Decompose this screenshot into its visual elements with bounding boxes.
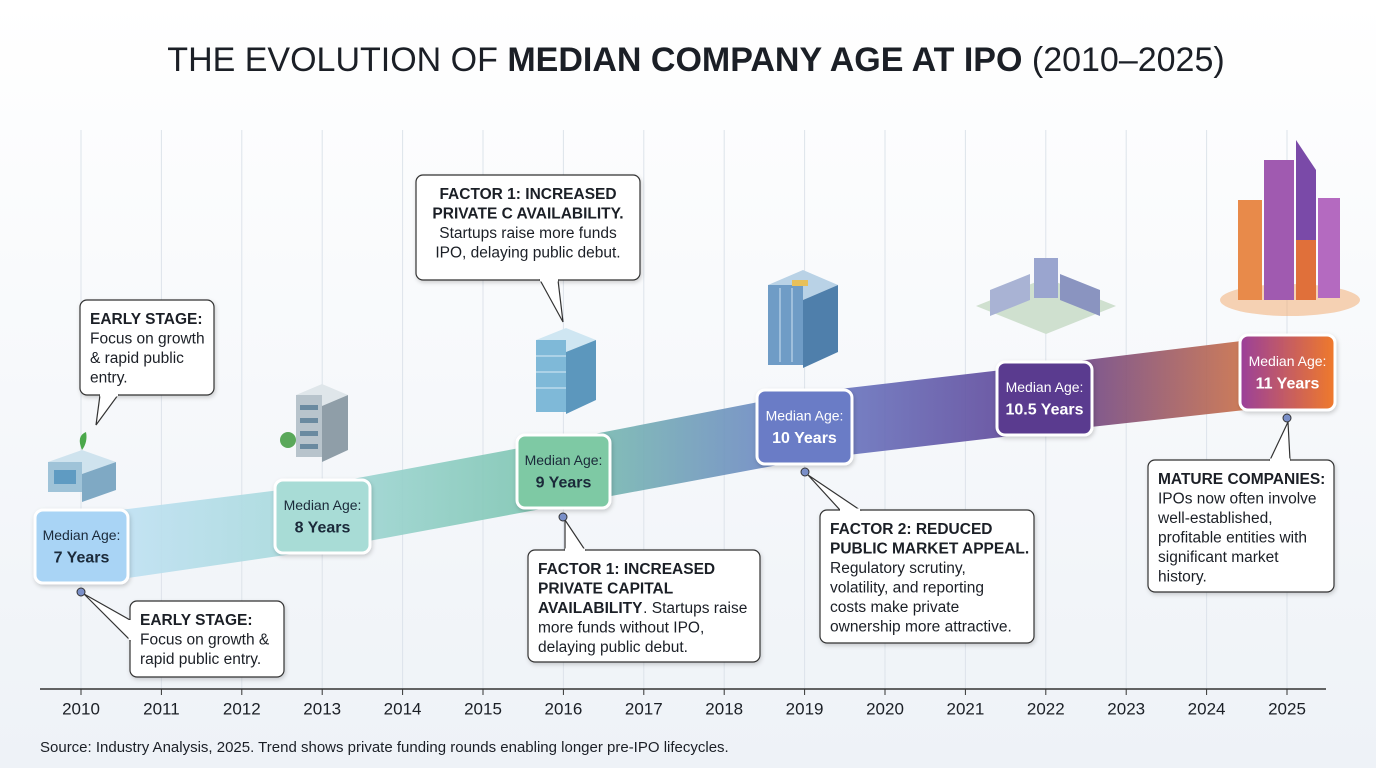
callout-body: ownership more attractive. <box>830 619 1012 636</box>
year-label: 2013 <box>303 699 341 718</box>
source-note: Source: Industry Analysis, 2025. Trend s… <box>40 739 729 756</box>
year-label: 2010 <box>62 699 100 718</box>
callout-body: IPOs now often involve <box>1158 491 1317 508</box>
year-label: 2021 <box>946 699 984 718</box>
callout-body: more funds without IPO, <box>538 620 704 637</box>
callout-body: IPO, delaying public debut. <box>435 245 620 262</box>
callout-heading: FACTOR 1: INCREASED <box>538 561 715 578</box>
title-tail: (2010–2025) <box>1022 41 1224 79</box>
building-2025 <box>1220 140 1360 316</box>
connector-dot <box>76 587 86 597</box>
milestone-label: Median Age: <box>284 497 362 513</box>
callout-heading: PRIVATE CAPITAL <box>538 581 673 598</box>
building-2010 <box>48 432 116 502</box>
building-2019 <box>768 270 838 368</box>
milestone-label: Median Age: <box>1006 379 1084 395</box>
content: 2010 2011 2012 2013 2014 2015 2016 2017 2018 2019… <box>33 174 1337 718</box>
year-label: 2011 <box>143 699 180 718</box>
callout-heading: EARLY STAGE: <box>90 311 203 328</box>
milestone-box <box>515 433 612 510</box>
building-2022 <box>976 258 1116 334</box>
callout-body: Startups raise more funds <box>439 225 617 242</box>
milestone-value: 8 Years <box>295 520 351 537</box>
milestone-value: 10.5 Years <box>1005 402 1083 419</box>
callout-heading: EARLY STAGE: <box>140 612 253 629</box>
callout-body: Regulatory scrutiny, <box>830 560 966 577</box>
callout-heading: PRIVATE C AVAILABILITY. <box>432 206 623 223</box>
milestone-value: 11 Years <box>1256 376 1320 393</box>
callout-heading: MATURE COMPANIES: <box>1158 471 1325 488</box>
connector-dot <box>1282 413 1292 423</box>
connector-dot <box>558 512 568 522</box>
year-label: 2024 <box>1188 699 1226 718</box>
milestone-value: 9 Years <box>536 475 592 492</box>
callout-box <box>527 549 761 663</box>
year-label: 2012 <box>223 699 261 718</box>
callout-heading: PUBLIC MARKET APPEAL. <box>830 541 1029 558</box>
year-label: 2023 <box>1107 699 1145 718</box>
callout-body: volatility, and reporting <box>830 580 984 597</box>
year-label: 2025 <box>1268 699 1306 718</box>
year-label: 2016 <box>544 699 582 718</box>
year-label: 2015 <box>464 699 502 718</box>
milestone-label: Median Age: <box>1249 353 1327 369</box>
callout-body: well-established, <box>1157 510 1273 527</box>
trend-band <box>80 335 1290 585</box>
milestone-box <box>33 508 130 585</box>
title-bold: MEDIAN COMPANY AGE AT IPO <box>507 41 1022 79</box>
year-label: 2014 <box>384 699 422 718</box>
milestone-label: Median Age: <box>525 452 603 468</box>
callout-body: . Startups raise <box>643 600 747 617</box>
callout-body: entry. <box>90 370 128 387</box>
year-label: 2018 <box>705 699 743 718</box>
callout-body: Focus on growth & <box>140 632 270 649</box>
title: THE EVOLUTION OF MEDIAN COMPANY AGE AT I… <box>167 41 1224 79</box>
callout-body: profitable entities with <box>1158 530 1307 547</box>
callout-heading: AVAILABILITY <box>538 600 643 617</box>
callout-body: costs make private <box>830 599 959 616</box>
milestone-value: 10 Years <box>772 430 837 447</box>
callout-heading: FACTOR 2: REDUCED <box>830 521 992 538</box>
callout-box <box>819 509 1035 644</box>
milestone-box <box>995 360 1094 437</box>
milestone-box <box>755 388 854 466</box>
milestone-box <box>273 478 372 555</box>
callout-box <box>1147 459 1335 593</box>
milestone-label: Median Age: <box>43 527 121 543</box>
title-lead: THE EVOLUTION OF <box>167 41 507 79</box>
callout-body: rapid public entry. <box>140 651 261 668</box>
milestone-value: 7 Years <box>54 550 110 567</box>
callout-body: & rapid public <box>90 350 184 367</box>
callout-heading: FACTOR 1: INCREASED <box>439 186 616 203</box>
callout-body: history. <box>1158 569 1207 586</box>
year-label: 2020 <box>866 699 904 718</box>
callout-body: Focus on growth <box>90 331 205 348</box>
year-label: 2022 <box>1027 699 1065 718</box>
connector-dot <box>800 467 810 477</box>
milestone-label: Median Age: <box>766 408 844 424</box>
callout-body: significant market <box>1158 549 1279 566</box>
milestone-box <box>1238 333 1337 412</box>
building-2016 <box>536 328 596 414</box>
callout-box <box>79 299 215 396</box>
year-label: 2017 <box>625 699 663 718</box>
callout-box <box>415 174 641 281</box>
building-2013 <box>280 384 348 462</box>
year-label: 2019 <box>786 699 824 718</box>
callout-body: delaying public debut. <box>538 639 688 656</box>
